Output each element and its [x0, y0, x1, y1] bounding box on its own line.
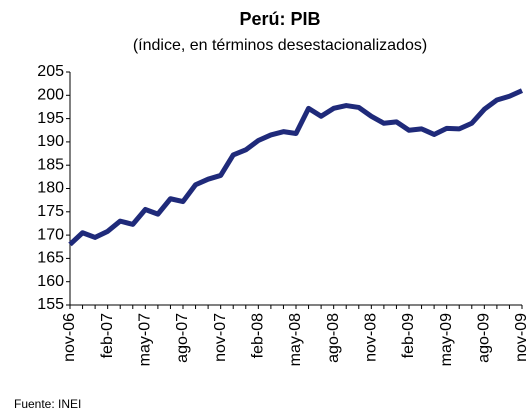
x-tick-label: feb-09 [400, 313, 417, 358]
line-series [68, 88, 524, 247]
y-tick-label: 170 [37, 226, 64, 243]
x-tick-label: ago-07 [174, 313, 191, 363]
source: Fuente: INEI [14, 397, 81, 411]
x-tick-label: feb-07 [99, 313, 116, 358]
x-tick-label: ago-09 [476, 313, 493, 363]
chart-title: Perú: PIB [239, 9, 320, 29]
x-tick-label: may-08 [287, 313, 304, 366]
y-tick-label: 205 [37, 63, 64, 80]
y-tick-label: 155 [37, 296, 64, 313]
y-tick-label: 195 [37, 110, 64, 127]
chart-subtitle: (índice, en términos desestacionalizados… [133, 37, 427, 54]
y-tick-label: 180 [37, 180, 64, 197]
y-tick-label: 165 [37, 250, 64, 267]
x-tick-label: nov-06 [61, 313, 78, 362]
y-tick-label: 200 [37, 87, 64, 104]
x-tick-label: nov-08 [363, 313, 380, 362]
x-tick-label: ago-08 [325, 313, 342, 363]
x-tick-label: nov-07 [212, 313, 229, 362]
y-tick-label: 175 [37, 203, 64, 220]
y-tick-label: 185 [37, 156, 64, 173]
x-tick-label: nov-09 [513, 313, 528, 362]
x-tick-label: may-07 [137, 313, 154, 366]
y-tick-label: 190 [37, 133, 64, 150]
x-tick-label: may-09 [438, 313, 455, 366]
x-tick-label: feb-08 [250, 313, 267, 358]
y-tick-label: 160 [37, 273, 64, 290]
